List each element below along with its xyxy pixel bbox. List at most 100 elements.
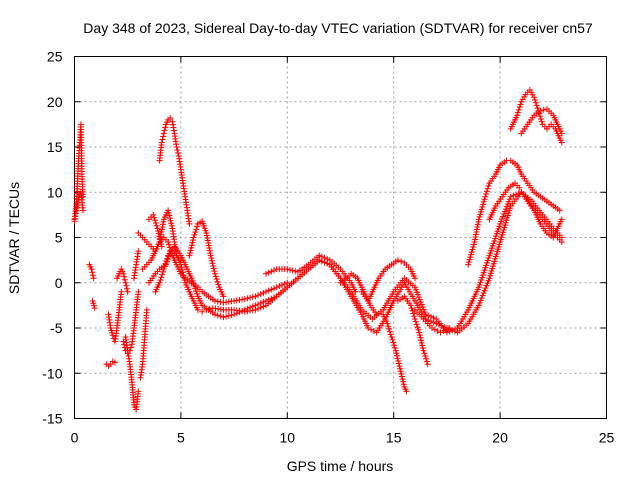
data-point-interp: [389, 336, 396, 343]
data-point-interp: [153, 222, 160, 229]
data-point-interp: [278, 282, 285, 289]
data-point-interp: [159, 136, 166, 143]
data-point-interp: [510, 192, 517, 199]
data-point-interp: [537, 115, 544, 122]
data-point-interp: [214, 312, 221, 319]
data-point: [194, 306, 201, 313]
data-point: [531, 94, 538, 101]
data-point-interp: [479, 203, 486, 210]
data-point-interp: [155, 228, 162, 235]
data-point: [558, 139, 565, 146]
data-point-interp: [400, 381, 407, 388]
data-point: [411, 315, 418, 322]
data-point-interp: [166, 212, 173, 219]
data-point-interp: [175, 150, 182, 157]
data-point-interp: [157, 277, 164, 284]
data-point: [150, 211, 157, 218]
data-point-interp: [190, 237, 197, 244]
data-point-interp: [157, 238, 164, 245]
data-point-interp: [397, 368, 404, 375]
data-point: [388, 334, 395, 341]
series-arc-late-d: [486, 180, 523, 223]
data-point: [71, 216, 78, 223]
data-point-interp: [169, 121, 176, 128]
data-point-interp: [163, 258, 170, 265]
data-point-interp: [418, 339, 425, 346]
data-point-interp: [370, 328, 377, 335]
data-point-interp: [121, 341, 128, 348]
data-point-interp: [257, 300, 264, 307]
data-point-interp: [431, 326, 438, 333]
data-point: [190, 234, 197, 241]
data-point: [169, 118, 176, 125]
x-axis-label: GPS time / hours: [287, 458, 394, 474]
data-point-interp: [281, 280, 288, 287]
data-point-interp: [167, 217, 174, 224]
data-point-interp: [214, 278, 221, 285]
data-point-interp: [517, 101, 524, 108]
data-point-interp: [265, 296, 272, 303]
data-point-interp: [159, 271, 166, 278]
series-arc-dip-c: [114, 266, 131, 295]
series-arc-early-c: [86, 261, 97, 282]
data-point-interp: [398, 373, 405, 380]
data-point-interp: [478, 206, 485, 213]
data-point: [403, 388, 410, 395]
data-point-interp: [249, 294, 256, 301]
data-point-interp: [187, 247, 194, 254]
data-point-interp: [435, 321, 442, 328]
data-point: [167, 115, 174, 122]
series-arc-peak-4h-d: [145, 211, 165, 250]
data-point-interp: [390, 339, 397, 346]
data-point-interp: [72, 213, 79, 220]
data-point-interp: [422, 353, 429, 360]
grid-lines: [74, 56, 607, 419]
data-point-interp: [387, 331, 394, 338]
data-point: [558, 130, 565, 137]
data-point-interp: [89, 272, 96, 279]
data-point-interp: [391, 342, 398, 349]
data-point-interp: [467, 254, 474, 261]
data-point: [186, 252, 193, 259]
series-arc-late-e: [518, 189, 565, 241]
data-point-interp: [158, 240, 165, 247]
data-point: [122, 279, 129, 286]
data-point: [143, 306, 150, 313]
data-point-interp: [465, 259, 472, 266]
data-point: [88, 266, 95, 273]
data-point: [316, 252, 323, 259]
data-point-interp: [470, 241, 477, 248]
data-point-interp: [247, 294, 254, 301]
data-point-interp: [209, 260, 216, 267]
data-point-interp: [480, 201, 487, 208]
data-point-interp: [164, 255, 171, 262]
data-point-interp: [321, 254, 328, 261]
data-point-interp: [194, 223, 201, 230]
y-tick-label: 15: [47, 139, 63, 155]
data-point-interp: [268, 295, 275, 302]
data-point: [558, 239, 565, 246]
x-tick-label: 20: [492, 430, 508, 446]
data-point: [220, 293, 227, 300]
data-point-interp: [168, 220, 175, 227]
data-point-interp: [268, 268, 275, 275]
data-point-interp: [208, 255, 215, 262]
data-point-interp: [470, 244, 477, 251]
data-point-interp: [537, 113, 544, 120]
x-tick-label: 25: [599, 430, 615, 446]
y-tick-label: 10: [47, 184, 63, 200]
data-point-interp: [476, 213, 483, 220]
data-point-interp: [324, 255, 331, 262]
data-point-interp: [217, 313, 224, 320]
data-point-interp: [265, 269, 272, 276]
x-tick-label: 10: [280, 430, 296, 446]
y-tick-label: -15: [42, 411, 62, 427]
x-tick-label: 0: [71, 430, 79, 446]
data-point-interp: [416, 332, 423, 339]
data-point-interp: [533, 102, 540, 109]
data-point: [507, 193, 514, 200]
data-point: [220, 314, 227, 321]
data-point-interp: [160, 268, 167, 275]
data-point-interp: [215, 281, 222, 288]
data-point: [177, 257, 184, 264]
